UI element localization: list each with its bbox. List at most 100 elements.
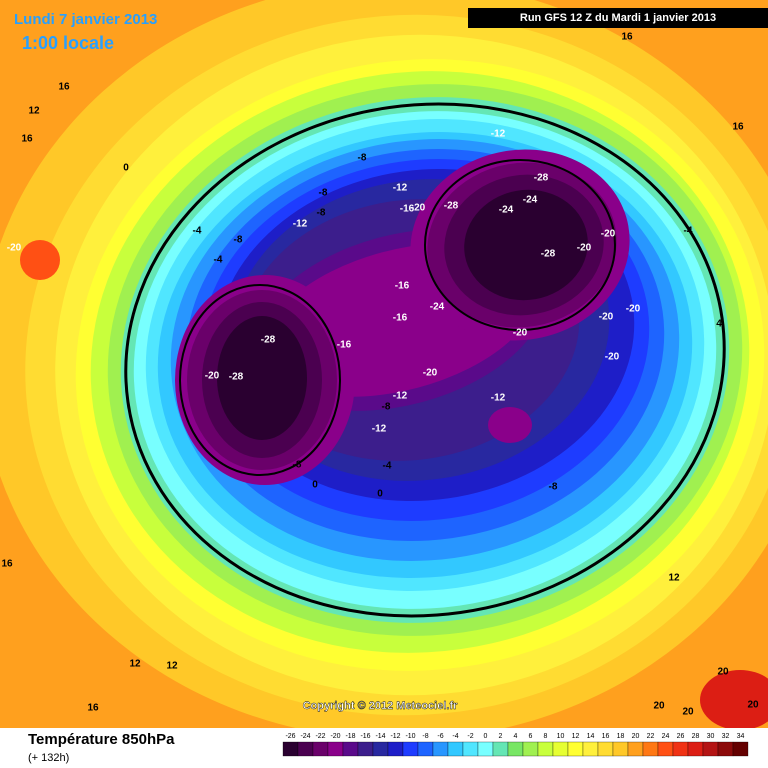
legend-tick-label: -12	[390, 733, 400, 740]
legend-swatch	[417, 741, 434, 757]
legend-tick-label: 20	[632, 733, 640, 740]
contour-label: -20	[513, 328, 528, 339]
legend-tick-label: 26	[677, 733, 685, 740]
contour-label: -20	[577, 243, 592, 254]
legend-tick-label: 18	[617, 733, 625, 740]
contour-label: 16	[21, 134, 33, 145]
contour-label: 12	[668, 573, 680, 584]
legend-swatch	[702, 741, 719, 757]
contour-line	[424, 159, 616, 331]
contour-label: -20	[601, 229, 616, 240]
contour-label: -16	[395, 281, 410, 292]
legend-tick-label: -2	[467, 733, 473, 740]
legend-swatch	[477, 741, 494, 757]
zero-isotherm	[124, 102, 726, 618]
legend-tick-label: 30	[707, 733, 715, 740]
legend-tick-label: 34	[737, 733, 745, 740]
legend-swatch	[657, 741, 674, 757]
contour-label: 16	[732, 122, 744, 133]
legend-swatch	[672, 741, 689, 757]
legend-tick-label: 0	[484, 733, 488, 740]
contour-label: -12	[293, 219, 308, 230]
legend-swatch	[462, 741, 479, 757]
legend-tick-label: -4	[452, 733, 458, 740]
contour-label: -4	[383, 461, 392, 472]
copyright: Copyright © 2012 Meteociel.fr	[303, 700, 459, 712]
contour-label: -20	[205, 371, 220, 382]
contour-label: -24	[523, 195, 538, 206]
contour-label: -20	[599, 312, 614, 323]
contour-label: 0	[312, 480, 318, 491]
legend-swatch	[567, 741, 584, 757]
legend-swatch	[732, 741, 749, 757]
contour-label: -12	[372, 424, 387, 435]
contour-label: -8	[358, 153, 367, 164]
contour-label: -8	[234, 235, 243, 246]
legend-tick-label: 22	[647, 733, 655, 740]
legend-swatch	[507, 741, 524, 757]
contour-label: 16	[621, 32, 633, 43]
legend-swatch	[357, 741, 374, 757]
legend-swatch	[597, 741, 614, 757]
legend-tick-label: 28	[692, 733, 700, 740]
lead-time: (+ 132h)	[28, 752, 69, 764]
legend-tick-label: 16	[602, 733, 610, 740]
contour-label: 4	[716, 319, 722, 330]
legend-tick-label: -22	[315, 733, 325, 740]
legend-swatch	[447, 741, 464, 757]
run-box	[468, 8, 768, 28]
run-info: Run GFS 12 Z du Mardi 1 janvier 2013	[520, 12, 716, 24]
legend-tick-label: -20	[330, 733, 340, 740]
legend-swatch	[642, 741, 659, 757]
contour-label: -12	[393, 391, 408, 402]
contour-label: -4	[684, 226, 693, 237]
legend-tick-label: 6	[529, 733, 533, 740]
temperature-zone	[464, 189, 588, 301]
legend-swatch	[552, 741, 569, 757]
legend-tick-label: -14	[375, 733, 385, 740]
contour-label: -20	[411, 203, 426, 214]
legend-tick-label: -10	[405, 733, 415, 740]
contour-label: 20	[747, 700, 759, 711]
legend-swatch	[537, 741, 554, 757]
contour-label: 16	[58, 82, 70, 93]
legend-swatch	[297, 741, 314, 757]
contour-label: 12	[166, 661, 178, 672]
legend-swatch	[522, 741, 539, 757]
legend-swatch	[327, 741, 344, 757]
contour-label: -20	[423, 368, 438, 379]
legend-swatch	[582, 741, 599, 757]
contour-label: -8	[382, 402, 391, 413]
legend-swatch	[372, 741, 389, 757]
contour-labels: -28-28-28-28-28-20 -20-16-16-16-20-20-20-…	[1, 32, 759, 718]
forecast-time: 1:00 locale	[22, 33, 114, 53]
contour-label: 16	[87, 703, 99, 714]
contour-line	[179, 284, 341, 476]
contour-label: 12	[129, 659, 141, 670]
contour-label: -28	[261, 335, 276, 346]
legend-tick-label: 8	[544, 733, 548, 740]
legend-tick-label: 32	[722, 733, 730, 740]
contour-label: -12	[393, 183, 408, 194]
footer-title: Température 850hPa	[28, 731, 175, 748]
legend-swatch	[282, 741, 299, 757]
legend-tick-label: -18	[345, 733, 355, 740]
legend-tick-label: 2	[499, 733, 503, 740]
contour-label: -28	[229, 372, 244, 383]
contour-label: -24	[499, 205, 514, 216]
legend-tick-label: -24	[300, 733, 310, 740]
contour-label: -8	[319, 188, 328, 199]
contour-label: 0	[123, 163, 129, 174]
contour-label: 20	[682, 707, 694, 718]
map-layers	[0, 0, 768, 740]
legend-tick-label: -26	[285, 733, 295, 740]
temperature-zone	[217, 316, 307, 440]
contour-label: 20	[653, 701, 665, 712]
legend-tick-label: 10	[557, 733, 565, 740]
contour-label: -16	[337, 340, 352, 351]
contour-label: -8	[549, 482, 558, 493]
contour-label: -8	[293, 460, 302, 471]
contour-label: -28	[541, 249, 556, 260]
contour-label: -16	[393, 313, 408, 324]
